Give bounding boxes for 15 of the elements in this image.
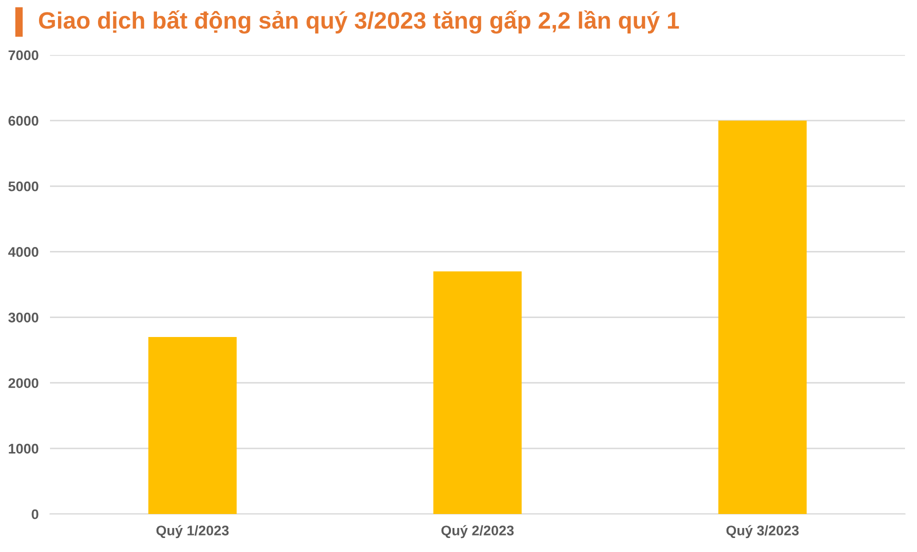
y-tick-label: 2000 [8,378,38,388]
x-tick-label: Quý 1/2023 [156,525,229,538]
chart-title: Giao dịch bất động sản quý 3/2023 tăng gấp 2,2 lần quý 1 [38,10,679,34]
y-tick-label: 3000 [8,312,38,322]
x-tick-label: Quý 2/2023 [441,525,514,538]
y-tick-label: 0 [32,509,38,520]
y-tick-label: 6000 [8,116,38,126]
y-tick-label: 7000 [8,50,38,60]
bar [433,271,522,514]
x-tick-label: Quý 3/2023 [726,525,799,538]
y-tick-label: 5000 [8,181,38,192]
y-tick-label: 4000 [8,247,38,257]
bar [718,120,807,514]
y-tick-label: 1000 [8,444,38,454]
bar [148,336,237,514]
